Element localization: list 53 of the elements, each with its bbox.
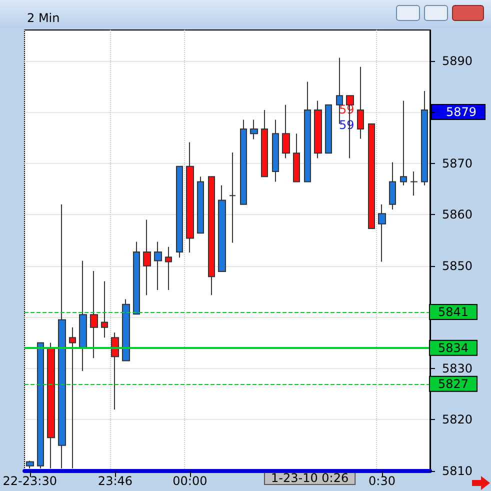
y-tick-label: 5850	[442, 258, 473, 273]
candlestick	[79, 260, 87, 372]
y-tick-label: 5810	[442, 464, 473, 478]
candlestick	[400, 100, 407, 186]
candlestick	[261, 109, 268, 178]
candlestick	[26, 460, 34, 469]
candlestick	[111, 332, 119, 410]
candlestick	[421, 90, 428, 186]
candlestick	[69, 326, 76, 469]
candlestick	[208, 176, 215, 296]
candlestick	[282, 104, 290, 159]
candlestick	[165, 246, 172, 290]
candlestick	[186, 142, 194, 254]
candlestick	[218, 184, 226, 272]
candlestick	[37, 342, 44, 469]
candlestick	[133, 241, 140, 315]
candlestick	[229, 152, 236, 244]
x-tick-label: 23:46	[98, 474, 133, 488]
candlestick	[389, 162, 396, 210]
candlestick	[250, 119, 258, 140]
candlestick	[293, 133, 300, 182]
y-tick-label: 5890	[442, 54, 473, 68]
candlestick	[272, 119, 279, 182]
candlestick	[325, 104, 332, 154]
candlestick	[378, 204, 386, 262]
candlestick	[314, 100, 322, 159]
text: 1-23-10 0:26	[271, 471, 349, 485]
y-tick-label: 5870	[442, 156, 473, 170]
candlestick	[90, 270, 98, 359]
x-tick-label: 22-23:30	[2, 474, 57, 488]
candlestick	[101, 280, 108, 338]
ref-line-label: 5834	[438, 340, 469, 355]
chart-title: 2 Min	[27, 11, 60, 25]
candlestick	[47, 342, 55, 469]
candlestick	[368, 123, 375, 229]
ref-line-label: 5827	[438, 376, 469, 391]
x-tick-label: 00:00	[172, 474, 208, 488]
y-tick-label: 5830	[442, 361, 473, 376]
candlestick	[154, 241, 162, 290]
candlestick	[197, 176, 204, 234]
candlestick	[143, 219, 151, 296]
text: 5879	[446, 105, 477, 119]
x-tick-label: 0:30	[368, 474, 396, 488]
candlestick	[176, 166, 183, 258]
candlestick	[410, 171, 418, 196]
candlestick	[240, 119, 247, 205]
ref-line-label: 5841	[438, 305, 469, 320]
candlestick	[122, 298, 130, 362]
candlestick	[58, 204, 66, 469]
candlestick	[304, 81, 311, 182]
candlestick	[357, 66, 364, 140]
y-tick-label: 5820	[442, 412, 473, 427]
y-tick-label: 5860	[442, 208, 473, 222]
